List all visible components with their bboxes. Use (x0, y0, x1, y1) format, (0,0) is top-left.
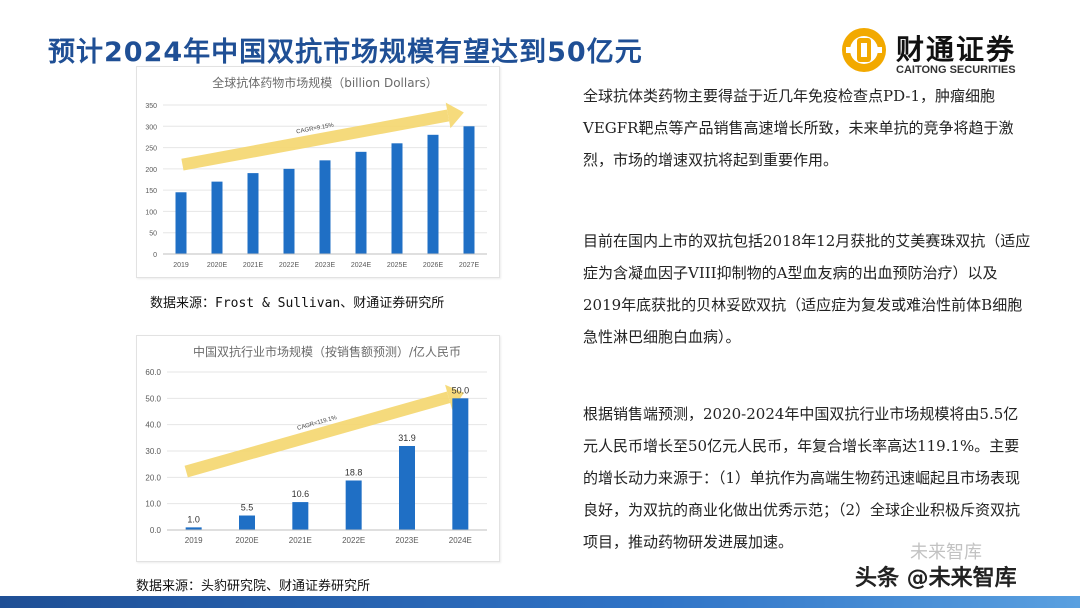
bar (247, 173, 259, 254)
chart-title: 中国双抗行业市场规模（按销售额预测）/亿人民币 (193, 344, 461, 359)
y-tick-label: 200 (145, 167, 157, 174)
caitong-logo-icon (842, 28, 886, 72)
company-logo: 财通证券 CAITONG SECURITIES (838, 24, 1038, 84)
y-tick-label: 350 (145, 103, 157, 110)
page-title: 预计2024年中国双抗市场规模有望达到50亿元 (48, 37, 643, 68)
chart-global-antibody: 全球抗体药物市场规模（billion Dollars） 0 50 100 150 200 2… (145, 75, 487, 269)
y-tick-label: 150 (145, 188, 157, 195)
bar-value-label: 50.0 (452, 385, 470, 395)
y-tick-label: 30.0 (145, 447, 161, 456)
bar-value-label: 1.0 (187, 514, 200, 524)
trend-arrow-shaft (184, 391, 451, 478)
bar-value-label: 31.9 (398, 433, 416, 443)
x-tick-label: 2027E (459, 262, 480, 269)
x-tick-label: 2021E (289, 536, 312, 545)
x-tick-label: 2022E (342, 536, 365, 545)
paragraph-market-forecast: 根据销售端预测，2020-2024年中国双抗行业市场规模将由5.5亿元人民币增长… (583, 405, 1021, 551)
watermark-faint: 未来智库 (910, 542, 982, 563)
y-tick-label: 20.0 (145, 473, 161, 482)
bar-value-label: 18.8 (345, 467, 363, 477)
trend-arrow-shaft (181, 109, 450, 171)
y-tick-label: 250 (145, 146, 157, 153)
trend-arrow-head (445, 384, 464, 410)
paragraph-domestic-approvals: 目前在国内上市的双抗包括2018年12月获批的艾美赛珠双抗（适应症为含凝血因子V… (583, 232, 1031, 346)
bar (185, 527, 202, 530)
y-tick-label: 0.0 (150, 526, 162, 535)
bar (319, 160, 331, 254)
paragraph-global-antibody: 全球抗体类药物主要得益于近几年免疫检查点PD-1，肿瘤细胞VEGFR靶点等产品销… (583, 87, 1014, 169)
bar (283, 168, 295, 254)
x-tick-label: 2019 (185, 536, 203, 545)
y-tick-label: 300 (145, 124, 157, 131)
x-tick-label: 2024E (351, 262, 372, 269)
chart-global-antibody-panel: 全球抗体药物市场规模（billion Dollars） 0 50 100 150 200 2… (136, 66, 500, 278)
x-tick-label: 2022E (279, 262, 300, 269)
bar (239, 515, 255, 530)
bar-value-label: 5.5 (241, 503, 254, 513)
bar (463, 126, 475, 254)
x-tick-label: 2019 (173, 262, 189, 269)
x-tick-label: 2020E (235, 536, 258, 545)
x-tick-label: 2021E (243, 262, 264, 269)
chart-china-bispecific-panel: 中国双抗行业市场规模（按销售额预测）/亿人民币 0.0 10.0 20.0 30.0 40… (136, 335, 500, 562)
bar (427, 134, 439, 254)
x-tick-label: 2023E (315, 262, 336, 269)
bar (345, 480, 362, 530)
bar-value-label: 10.6 (292, 489, 310, 499)
x-tick-label: 2023E (395, 536, 418, 545)
chart1-source: 数据来源：Frost & Sullivan、财通证券研究所 (150, 296, 445, 311)
y-tick-label: 60.0 (145, 368, 161, 377)
trend-arrow-head (445, 102, 464, 129)
chart-china-bispecific: 中国双抗行业市场规模（按销售额预测）/亿人民币 0.0 10.0 20.0 30.0 40… (145, 344, 487, 545)
y-tick-label: 100 (145, 209, 157, 216)
bar (452, 398, 469, 530)
y-tick-label: 0 (153, 252, 157, 259)
y-tick-label: 10.0 (145, 500, 161, 509)
logo-name-cn: 财通证券 (896, 33, 1017, 66)
x-tick-label: 2020E (207, 262, 228, 269)
watermark: 头条 @未来智库 (855, 566, 1017, 591)
bar (175, 192, 187, 254)
bar (399, 445, 415, 530)
x-tick-label: 2025E (387, 262, 408, 269)
x-tick-label: 2026E (423, 262, 444, 269)
bar (292, 502, 309, 530)
y-tick-label: 50.0 (145, 394, 161, 403)
chart2-source: 数据来源：头豹研究院、财通证券研究所 (136, 579, 371, 594)
bar (211, 181, 223, 254)
logo-name-en: CAITONG SECURITIES (896, 64, 1016, 76)
chart-title: 全球抗体药物市场规模（billion Dollars） (212, 75, 438, 90)
bottom-bar (0, 596, 1080, 608)
x-tick-label: 2024E (449, 536, 472, 545)
y-tick-label: 40.0 (145, 421, 161, 430)
y-tick-label: 50 (149, 231, 157, 238)
bar (355, 151, 367, 254)
bar (391, 143, 403, 254)
